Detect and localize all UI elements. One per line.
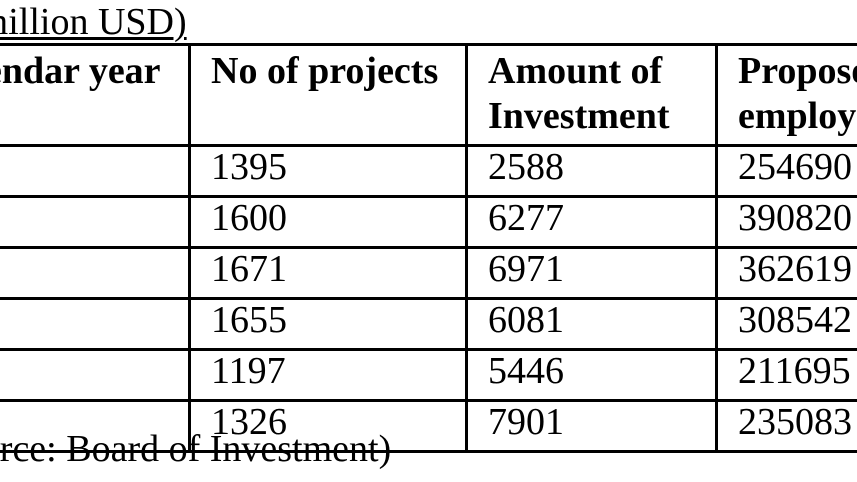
cell-year <box>0 246 191 300</box>
cell-employment: 254690 <box>715 144 857 198</box>
cell-year <box>0 297 191 351</box>
cell-investment: 7901 <box>465 399 718 453</box>
table-row: 1197 5446 211695 <box>0 348 857 402</box>
cell-investment: 6277 <box>465 195 718 249</box>
header-amount-of-investment: Amount of Investment <box>465 43 718 147</box>
cell-year <box>0 195 191 249</box>
table-row: 1395 2588 254690 <box>0 144 857 198</box>
table-row: 1326 7901 235083 <box>0 399 857 453</box>
cell-year <box>0 399 191 453</box>
cell-investment: 2588 <box>465 144 718 198</box>
cell-projects: 1600 <box>188 195 468 249</box>
cell-employment: 211695 <box>715 348 857 402</box>
table-row: 1655 6081 308542 <box>0 297 857 351</box>
cell-projects: 1197 <box>188 348 468 402</box>
table-row: 1600 6277 390820 <box>0 195 857 249</box>
cell-projects: 1655 <box>188 297 468 351</box>
header-no-of-projects: No of projects <box>188 43 468 147</box>
cell-year <box>0 348 191 402</box>
cell-employment: 308542 <box>715 297 857 351</box>
cell-investment: 5446 <box>465 348 718 402</box>
table-row: 1671 6971 362619 <box>0 246 857 300</box>
cell-year <box>0 144 191 198</box>
cell-employment: 235083 <box>715 399 857 453</box>
cell-investment: 6971 <box>465 246 718 300</box>
page-title: (million USD) <box>0 1 187 43</box>
cell-investment: 6081 <box>465 297 718 351</box>
cell-projects: 1671 <box>188 246 468 300</box>
investment-table: Calendar year No of projects Amount of I… <box>0 43 857 453</box>
table-header-row: Calendar year No of projects Amount of I… <box>0 43 857 147</box>
cell-projects: 1395 <box>188 144 468 198</box>
cell-employment: 362619 <box>715 246 857 300</box>
cell-employment: 390820 <box>715 195 857 249</box>
cell-projects: 1326 <box>188 399 468 453</box>
header-calendar-year: Calendar year <box>0 43 191 147</box>
header-proposed-employment: Proposed employment <box>715 43 857 147</box>
source-note: (Source: Board of Investment) <box>0 428 392 470</box>
